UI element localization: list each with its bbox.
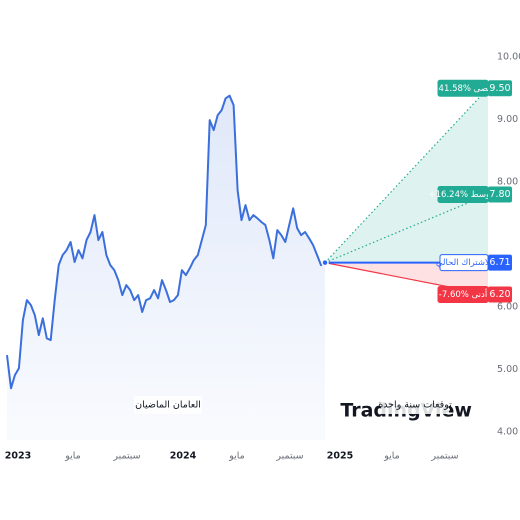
section-label: العامان الماضيان <box>135 400 201 411</box>
x-tick-label: سبتمبر <box>275 451 303 462</box>
x-tick-label: مايو <box>64 451 81 462</box>
forecast-high-area <box>325 88 488 263</box>
value-box <box>488 286 512 303</box>
current-point <box>321 258 329 267</box>
label-bg <box>381 396 449 414</box>
x-tick-label: 2023 <box>5 451 31 462</box>
label-bg <box>134 396 202 414</box>
forecast-tag-label: الاشتراك الحالي <box>436 258 492 268</box>
x-tick-label: مايو <box>228 451 245 462</box>
value-label: 7.80 <box>489 189 510 200</box>
section-label: توقعات سنة واحدة <box>378 400 452 411</box>
x-tick-label: سبتمبر <box>430 451 458 462</box>
forecast-tag-label: +16.24% متوسط <box>429 190 498 200</box>
price-area <box>7 95 325 440</box>
y-tick-label: 5.00 <box>497 364 518 375</box>
forecast-tag-label: -7.60% أدنى <box>439 288 487 300</box>
value-box <box>488 254 512 271</box>
x-tick-label: 2024 <box>170 451 197 462</box>
y-tick-label: 4.00 <box>497 427 518 438</box>
x-tick-label: سبتمبر <box>112 451 140 462</box>
y-tick-label: 8.00 <box>497 177 518 188</box>
forecast-tag-label: +41.58% أقصى <box>431 82 494 94</box>
value-box <box>488 80 512 97</box>
value-label: 6.20 <box>489 289 510 300</box>
value-label: 9.50 <box>489 83 510 94</box>
y-tick-label: 6.00 <box>497 302 518 313</box>
y-tick-label: 10.00 <box>497 52 520 63</box>
x-tick-label: 2025 <box>327 451 353 462</box>
forecast-average-line <box>324 193 489 264</box>
price-line <box>6 94 326 390</box>
y-tick-label: 9.00 <box>497 114 518 125</box>
x-tick-label: مايو <box>383 451 400 462</box>
value-label: 6.71 <box>489 257 510 268</box>
value-box <box>488 186 512 203</box>
